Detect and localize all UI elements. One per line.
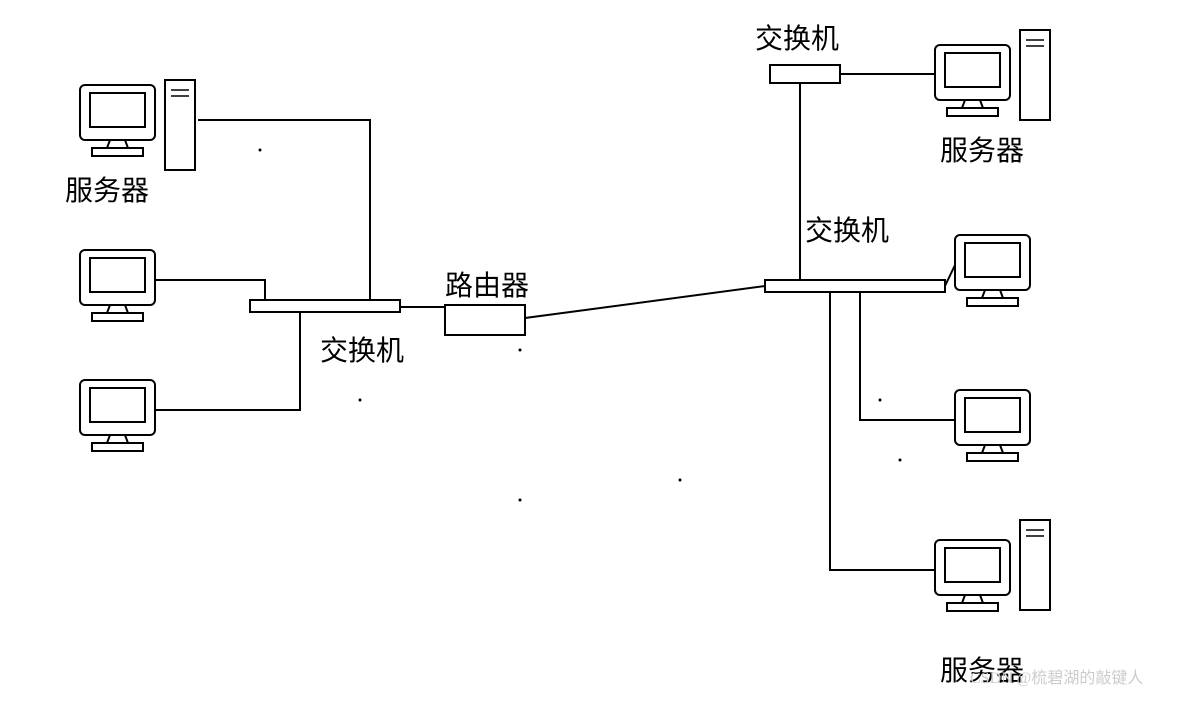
label-switch: 交换机 (320, 335, 404, 367)
network-diagram: 服务器交换机路由器交换机交换机服务器服务器CSDN @梳碧湖的敲键人 (0, 0, 1199, 711)
server-tower-icon (165, 80, 195, 170)
switch-icon (250, 300, 400, 312)
router-icon (445, 305, 525, 335)
label-switch: 交换机 (755, 23, 839, 55)
dot (259, 149, 262, 152)
label-server: 服务器 (65, 175, 149, 207)
server-tower-icon (1020, 30, 1050, 120)
label-router: 路由器 (445, 270, 529, 302)
dot (879, 399, 882, 402)
watermark: CSDN @梳碧湖的敲键人 (970, 669, 1143, 687)
label-switch: 交换机 (805, 215, 889, 247)
server-tower-icon (1020, 520, 1050, 610)
label-server: 服务器 (940, 135, 1024, 167)
switch-icon (770, 65, 840, 83)
dot (899, 459, 902, 462)
switch-icon (765, 280, 945, 292)
dot (679, 479, 682, 482)
dot (359, 399, 362, 402)
dot (519, 349, 522, 352)
dot (519, 499, 522, 502)
